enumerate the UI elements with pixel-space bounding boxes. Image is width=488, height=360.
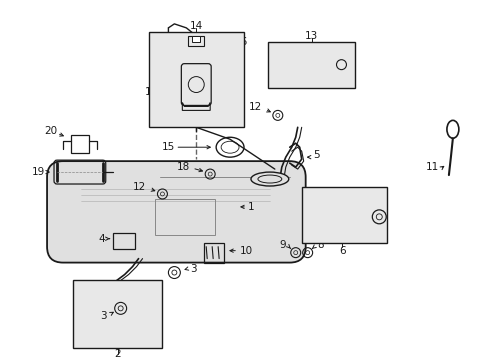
- Ellipse shape: [250, 172, 288, 186]
- Text: 10: 10: [240, 246, 253, 256]
- FancyBboxPatch shape: [47, 161, 305, 262]
- Text: 8: 8: [317, 240, 324, 250]
- Bar: [301, 187, 386, 243]
- Text: 3: 3: [190, 264, 197, 274]
- Text: 18: 18: [177, 162, 190, 172]
- Bar: [188, 36, 204, 46]
- Text: 4: 4: [98, 234, 104, 244]
- Text: 2: 2: [114, 349, 121, 359]
- Text: 7: 7: [319, 194, 325, 204]
- Text: 19: 19: [32, 167, 45, 177]
- Bar: [155, 199, 215, 235]
- Bar: [112, 233, 134, 249]
- Text: 9: 9: [279, 240, 285, 250]
- Text: 15: 15: [162, 142, 175, 152]
- Bar: [204, 243, 224, 262]
- Bar: [71, 135, 89, 153]
- Text: 17: 17: [145, 86, 158, 96]
- Text: 5: 5: [313, 150, 320, 160]
- Bar: [73, 280, 162, 348]
- Text: 13: 13: [305, 31, 318, 41]
- Text: 14: 14: [189, 21, 203, 31]
- Bar: [148, 32, 244, 127]
- Bar: [192, 36, 200, 42]
- Text: 12: 12: [248, 103, 262, 112]
- Text: 16: 16: [235, 37, 248, 47]
- Text: 20: 20: [44, 126, 57, 136]
- Bar: [267, 42, 355, 87]
- Text: 1: 1: [247, 202, 254, 212]
- Text: 3: 3: [100, 311, 106, 321]
- Text: 12: 12: [133, 182, 146, 192]
- Text: 6: 6: [339, 246, 345, 256]
- Text: 11: 11: [425, 162, 438, 172]
